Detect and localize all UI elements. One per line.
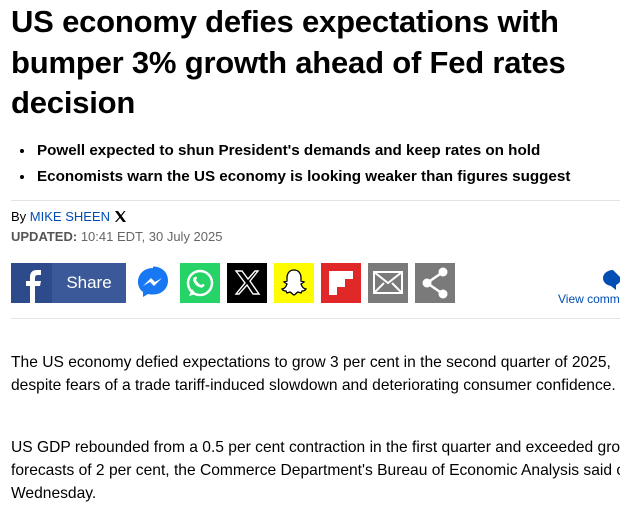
bullet: Powell expected to shun President's dema…	[35, 138, 620, 164]
author-link[interactable]: MIKE SHEEN	[29, 209, 110, 224]
headline: US economy defies expectations with bump…	[11, 4, 566, 120]
more-share-icon[interactable]	[415, 263, 455, 303]
byline: By MIKE SHEEN	[11, 209, 126, 224]
divider	[11, 200, 620, 201]
view-comments-link[interactable]: View comments	[558, 292, 620, 306]
bullet: Economists warn the US economy is lookin…	[35, 164, 620, 190]
paragraph: US GDP rebounded from a 0.5 per cent con…	[11, 439, 620, 502]
summary-bullets: Powell expected to shun President's dema…	[11, 138, 620, 190]
divider	[11, 318, 620, 319]
comments-icon[interactable]	[603, 270, 620, 290]
share-bar	[11, 263, 620, 319]
whatsapp-icon[interactable]	[180, 263, 220, 303]
x-share-icon[interactable]	[227, 263, 267, 303]
updated: UPDATED: 10:41 EDT, 30 July 2025	[11, 229, 222, 244]
share-button[interactable]: Share	[52, 263, 126, 303]
byline-prefix: By	[11, 209, 27, 224]
x-profile-icon[interactable]	[114, 211, 126, 222]
updated-time: 10:41 EDT, 30 July 2025	[80, 229, 223, 244]
paragraph: The US economy defied expectations to gr…	[11, 354, 616, 394]
updated-label: UPDATED:	[11, 229, 78, 244]
